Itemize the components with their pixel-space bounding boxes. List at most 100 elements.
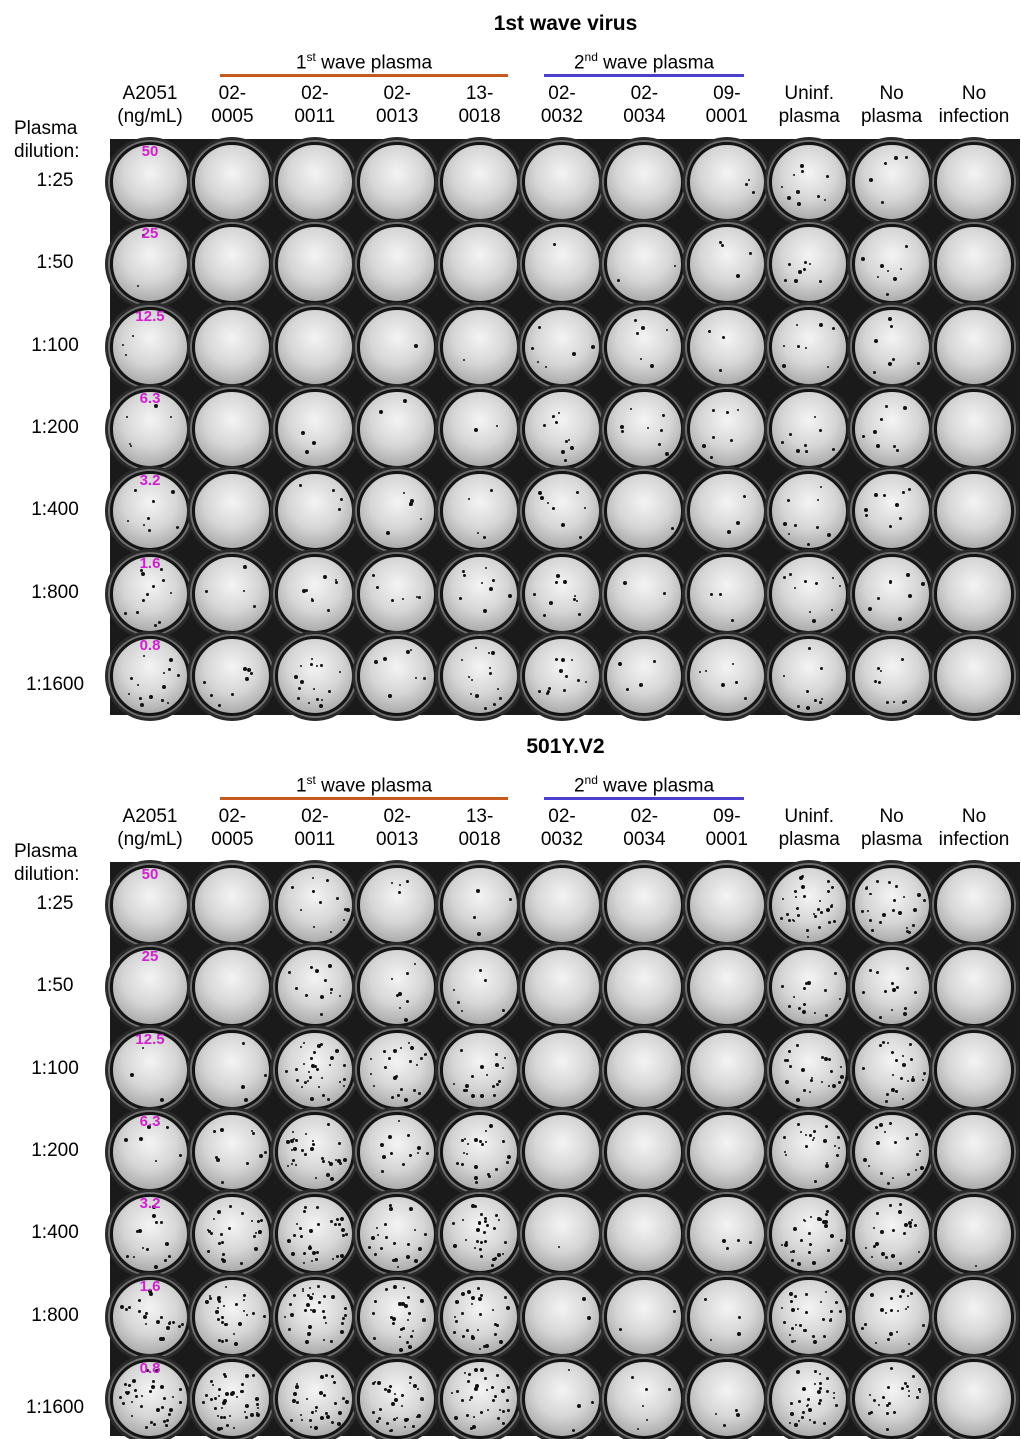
focus-dot: [646, 1418, 649, 1421]
focus-dot: [905, 967, 909, 971]
plaque-well: [357, 1358, 438, 1439]
focus-dot: [301, 1290, 304, 1293]
focus-dot: [915, 1168, 918, 1171]
focus-dot: [863, 1157, 868, 1162]
focus-dot: [460, 1311, 464, 1315]
focus-dot: [137, 1310, 141, 1314]
focus-dot: [499, 1339, 504, 1344]
focus-dot: [902, 491, 906, 495]
antibody-concentration-label: 3.2: [139, 1195, 161, 1213]
focus-dot: [402, 1163, 406, 1167]
focus-dot: [840, 1065, 843, 1068]
focus-dot: [135, 1394, 138, 1398]
focus-dot: [489, 1123, 494, 1128]
focus-dot: [285, 1070, 289, 1074]
focus-dot: [503, 1241, 507, 1245]
focus-dot: [226, 1424, 230, 1428]
column-header-line1: 13-: [465, 83, 494, 104]
focus-dot: [420, 1298, 424, 1302]
focus-dot: [391, 1095, 395, 1099]
group-label-second-wave: 2nd wave plasma: [573, 50, 715, 74]
focus-dot: [880, 201, 884, 205]
plaque-well: [769, 1276, 850, 1357]
focus-dot: [783, 345, 785, 348]
focus-dot: [506, 1386, 510, 1390]
focus-dot: [158, 1337, 163, 1342]
focus-dot: [469, 693, 472, 696]
focus-dot: [307, 1294, 311, 1298]
focus-dot: [483, 1219, 487, 1223]
focus-dot: [290, 1149, 293, 1152]
focus-dot: [818, 701, 822, 705]
focus-dot: [825, 1390, 829, 1394]
focus-dot: [409, 501, 414, 506]
focus-dot: [551, 415, 554, 418]
focus-dot: [869, 1394, 872, 1397]
focus-dot: [803, 1218, 806, 1221]
focus-dot: [641, 326, 646, 331]
focus-dot: [471, 679, 474, 682]
focus-dot: [868, 918, 872, 922]
focus-dot: [319, 664, 323, 668]
focus-dot: [795, 190, 800, 195]
focus-dot: [221, 1258, 226, 1263]
focus-dot: [387, 1389, 392, 1394]
focus-dot: [125, 416, 128, 419]
focus-dot: [477, 1329, 480, 1332]
focus-dot: [312, 1250, 317, 1255]
focus-dot: [737, 408, 740, 411]
focus-dot: [629, 407, 632, 410]
plaque-well: [934, 1276, 1014, 1357]
focus-dot: [251, 1219, 254, 1222]
focus-dot: [819, 1387, 823, 1391]
focus-dot: [216, 1295, 221, 1300]
focus-dot: [400, 1328, 404, 1332]
focus-dot: [380, 1143, 385, 1148]
focus-dot: [664, 451, 669, 456]
dilution-label: 1:400: [31, 1222, 79, 1244]
plaque-well: [274, 635, 355, 716]
focus-dot: [907, 1390, 910, 1393]
plaque-well: [192, 947, 273, 1028]
focus-dot: [133, 1256, 136, 1259]
focus-dot: [803, 894, 807, 898]
focus-dot: [553, 243, 557, 247]
focus-dot: [330, 1055, 335, 1060]
focus-dot: [340, 498, 344, 501]
antibody-concentration-label: 12.5: [135, 1030, 165, 1048]
focus-dot: [483, 536, 487, 540]
focus-dot: [294, 1138, 298, 1142]
focus-dot: [125, 1307, 129, 1311]
focus-dot: [373, 1380, 376, 1383]
focus-dot: [370, 1072, 373, 1075]
focus-dot: [508, 594, 513, 599]
plaque-well: [439, 471, 520, 552]
focus-dot: [821, 1055, 825, 1059]
focus-dot: [476, 532, 479, 535]
focus-dot: [154, 1159, 157, 1162]
focus-dot: [133, 488, 137, 492]
plaque-well: [439, 306, 520, 387]
focus-dot: [129, 1072, 134, 1077]
focus-dot: [407, 1344, 412, 1349]
plaque-well: [357, 224, 438, 305]
focus-dot: [732, 663, 735, 666]
plaque-well: [439, 1358, 520, 1439]
focus-dot: [502, 1410, 506, 1414]
focus-dot: [455, 1390, 459, 1394]
focus-dot: [416, 595, 419, 598]
focus-dot: [477, 1222, 481, 1226]
focus-dot: [461, 659, 464, 662]
focus-dot: [864, 1247, 867, 1250]
focus-dot: [616, 279, 620, 283]
focus-dot: [419, 517, 422, 520]
focus-dot: [555, 658, 559, 662]
focus-dot: [302, 588, 307, 593]
focus-dot: [154, 623, 158, 627]
focus-dot: [784, 1150, 787, 1153]
focus-dot: [873, 493, 878, 498]
focus-dot: [331, 1374, 335, 1378]
column-header-line2: 0011: [294, 829, 336, 850]
focus-dot: [809, 1078, 813, 1082]
focus-dot: [823, 989, 827, 993]
